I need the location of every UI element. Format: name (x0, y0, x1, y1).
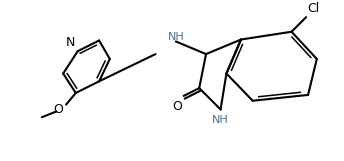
Text: NH: NH (212, 115, 229, 125)
Text: O: O (53, 103, 63, 116)
Text: O: O (172, 100, 182, 113)
Text: N: N (65, 36, 75, 49)
Text: NH: NH (168, 32, 185, 42)
Text: Cl: Cl (307, 2, 319, 15)
